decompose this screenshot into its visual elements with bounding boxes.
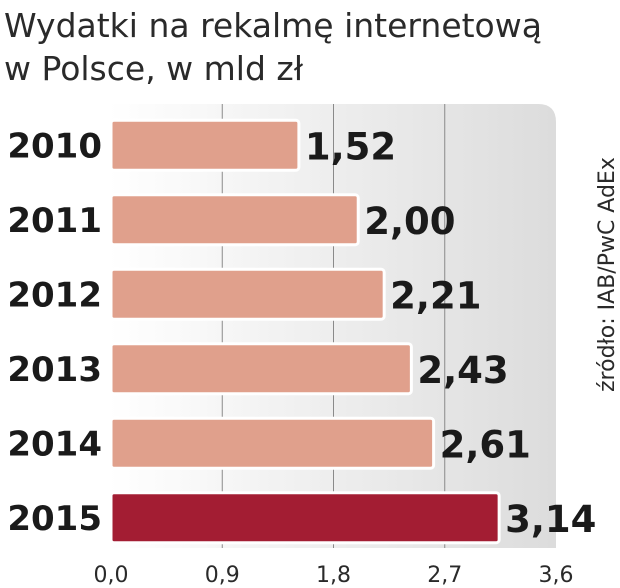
value-label: 1,52 bbox=[305, 125, 396, 168]
category-label: 2010 bbox=[7, 126, 102, 166]
x-tick-label: 2,7 bbox=[427, 563, 462, 588]
value-labels: 1,52 2,00 2,21 2,43 2,61 3,14 bbox=[305, 125, 597, 541]
bar bbox=[109, 416, 436, 470]
source-note: źródło: IAB/PwC AdEx bbox=[595, 157, 620, 392]
x-tick-label: 1,8 bbox=[316, 563, 351, 588]
bar bbox=[109, 267, 386, 321]
category-label: 2012 bbox=[7, 275, 102, 315]
x-tick-labels: 0,0 0,9 1,8 2,7 3,6 bbox=[94, 563, 574, 588]
bar bbox=[109, 118, 301, 172]
bar bbox=[109, 491, 501, 545]
category-label: 2011 bbox=[7, 201, 102, 241]
value-label: 3,14 bbox=[505, 498, 596, 541]
bar bbox=[109, 193, 360, 247]
value-label: 2,00 bbox=[364, 200, 455, 243]
category-labels: 2010 2011 2012 2013 2014 2015 bbox=[7, 126, 102, 539]
value-label: 2,21 bbox=[390, 274, 481, 317]
category-label: 2015 bbox=[7, 499, 102, 539]
category-label: 2014 bbox=[7, 424, 102, 464]
bar bbox=[109, 342, 413, 396]
grid-lines bbox=[221, 104, 446, 548]
value-label: 2,43 bbox=[417, 349, 508, 392]
chart-title: Wydatki na rekalmę internetową bbox=[4, 6, 542, 45]
x-tick-label: 3,6 bbox=[539, 563, 574, 588]
chart-subtitle: w Polsce, w mld zł bbox=[4, 49, 304, 88]
value-label: 2,61 bbox=[440, 423, 531, 466]
bars bbox=[109, 118, 501, 545]
category-label: 2013 bbox=[7, 350, 102, 390]
x-tick-label: 0,0 bbox=[94, 563, 129, 588]
x-tick-label: 0,9 bbox=[205, 563, 240, 588]
